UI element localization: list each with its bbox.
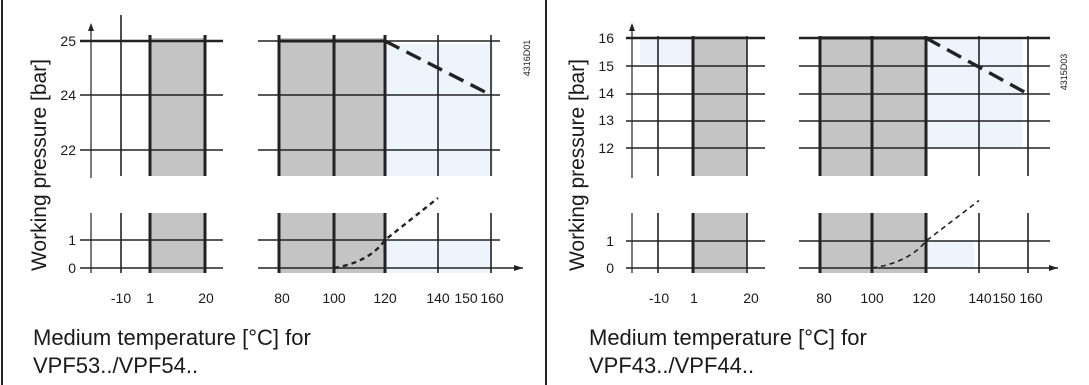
y-axis-arrow: [88, 23, 94, 31]
tinted-cell: [926, 241, 974, 268]
chart-id-label: 4315D03: [1059, 54, 1069, 91]
chart-id-label: 4316D01: [522, 40, 532, 77]
chart-panel-left: -10 1 20 80 100 120 140 150 160 25 24 22 1 0 Working p…: [28, 15, 532, 378]
x-tick-label: 140: [968, 290, 992, 306]
y-tick-label: 1: [606, 233, 614, 249]
x-tick-label: 140: [426, 290, 450, 306]
x-tick-label: 100: [322, 290, 346, 306]
x-tick-label: 160: [1019, 290, 1043, 306]
x-axis-label-line2-left: VPF53../VPF54..: [33, 353, 199, 378]
tinted-cell: [926, 38, 1022, 147]
x-axis-label-line2-right: VPF43../VPF44..: [589, 353, 755, 378]
y-axis-arrow: [629, 23, 635, 31]
x-axis-label-line1-right: Medium temperature [°C] for: [589, 325, 867, 350]
y-axis-label: Working pressure [bar]: [566, 59, 589, 271]
y-tick-label: 24: [60, 87, 76, 103]
panel-divider: [545, 0, 547, 385]
shaded-region-lower: [693, 213, 747, 273]
y-tick-label: 16: [598, 30, 614, 46]
x-tick-label: 20: [198, 290, 214, 306]
x-tick-label: -10: [649, 290, 669, 306]
x-tick-label: 150: [454, 290, 478, 306]
x-axis-label-line1-left: Medium temperature [°C] for: [33, 325, 311, 350]
x-tick-label: -10: [111, 290, 131, 306]
y-axis-label: Working pressure [bar]: [28, 59, 51, 271]
x-tick-label: 1: [146, 290, 154, 306]
tinted-cell: [385, 44, 493, 176]
y-tick-label: 13: [598, 112, 614, 128]
y-tick-label: 0: [68, 260, 76, 276]
y-tick-label: 22: [60, 142, 76, 158]
x-tick-label: 160: [480, 290, 504, 306]
x-tick-label: 150: [992, 290, 1016, 306]
chart-right: -10 1 20 80 100 120 140 150 160161514131210Worki…: [566, 23, 1069, 306]
series-line-dashed: [925, 36, 1029, 96]
chart-panel-right: -10 1 20 80 100 120 140 150 160 16 15 14 13 12 1 0 Worki…: [548, 0, 1089, 385]
y-tick-label: 1: [68, 232, 76, 248]
x-axis-arrow: [514, 265, 523, 271]
series-line-dashed: [384, 39, 492, 97]
x-tick-label: 120: [373, 290, 397, 306]
left-border: [1, 0, 3, 385]
x-tick-label: 80: [274, 290, 290, 306]
tinted-cell: [640, 36, 692, 64]
x-tick-label: 1: [690, 290, 698, 306]
x-tick-label: 100: [860, 290, 884, 306]
series-line-dotted: [871, 199, 980, 269]
y-tick-label: 14: [598, 85, 614, 101]
shaded-region-upper: [150, 38, 205, 176]
x-axis-arrow: [1049, 265, 1058, 271]
shaded-region-lower: [150, 213, 205, 273]
y-tick-label: 12: [598, 140, 614, 156]
y-tick-label: 0: [606, 260, 614, 276]
y-tick-label: 15: [598, 58, 614, 74]
y-tick-label: 25: [60, 33, 76, 49]
x-tick-label: 120: [912, 290, 936, 306]
x-tick-label: 20: [743, 290, 759, 306]
x-tick-label: 80: [816, 290, 832, 306]
shaded-region-upper: [279, 38, 385, 176]
shaded-region-lower: [279, 213, 385, 273]
shaded-region-upper: [693, 36, 747, 176]
